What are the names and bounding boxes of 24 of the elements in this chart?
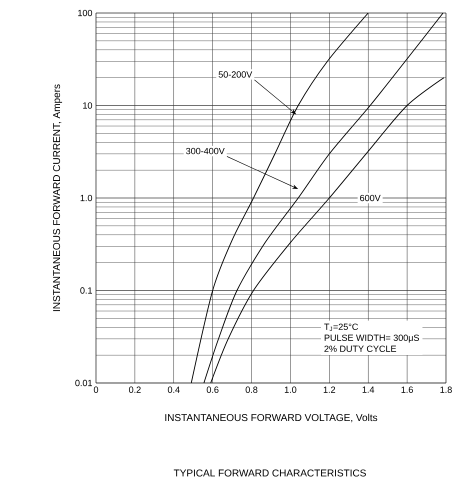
- annotation: 2% DUTY CYCLE: [324, 346, 396, 352]
- y-tick-label: 0.01: [75, 380, 92, 386]
- text: TYPICAL FORWARD CHARACTERISTICS: [174, 469, 366, 477]
- x-tick-label: 1.8: [440, 386, 452, 393]
- x-axis-title: INSTANTANEOUS FORWARD VOLTAGE, Volts: [165, 414, 378, 422]
- y-tick-label: 1.0: [80, 194, 92, 202]
- x-tick-label: 1.0: [284, 386, 296, 393]
- annotation: T$_{J}$=25°C: [324, 324, 358, 331]
- y-tick-label: 10: [83, 102, 92, 109]
- x-tick-label: 0.6: [206, 386, 219, 393]
- annotation: 50-200V: [218, 71, 252, 78]
- x-tick-label: 0.4: [168, 386, 180, 393]
- x-tick-label: 1.6: [402, 386, 413, 393]
- annotation: PULSE WIDTH= 300μS: [324, 334, 420, 343]
- annotation: 600V: [360, 194, 381, 202]
- x-tick-label: 0: [94, 386, 98, 393]
- annotation: 300-400V: [186, 148, 225, 154]
- y-tick-label: 100: [78, 10, 92, 16]
- x-tick-label: 1.4: [362, 386, 374, 393]
- x-tick-label: 0.8: [246, 386, 258, 393]
- y-axis-title: INSTANTANEOUS FORWARD CURRENT, Ampers: [53, 84, 62, 312]
- x-tick-label: 1.2: [324, 386, 336, 393]
- x-tick-label: 0.2: [128, 386, 141, 393]
- y-tick-label: 0.1: [80, 287, 92, 294]
